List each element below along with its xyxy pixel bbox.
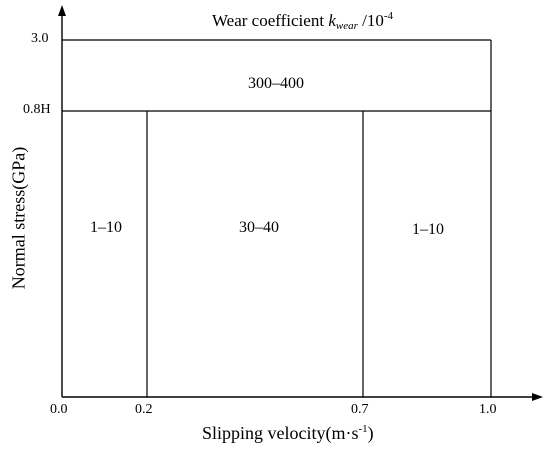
x-axis-title-exponent: -1 bbox=[358, 423, 368, 435]
x-axis-arrow bbox=[532, 393, 543, 401]
region-low-left: 1–10 bbox=[90, 219, 122, 236]
y-tick-08h: 0.8H bbox=[23, 102, 51, 117]
x-axis-title-close: ) bbox=[367, 423, 374, 443]
x-tick-02: 0.2 bbox=[135, 402, 153, 417]
x-tick-1: 1.0 bbox=[479, 402, 497, 417]
x-tick-07: 0.7 bbox=[351, 402, 369, 417]
wear-title-symbol: k bbox=[328, 11, 336, 30]
y-tick-3: 3.0 bbox=[31, 31, 49, 46]
x-axis-title: Slipping velocity(m·s-1) bbox=[202, 423, 374, 444]
region-high-stress: 300–400 bbox=[248, 75, 304, 92]
wear-coefficient-title: Wear coefficient kwear /10-4 bbox=[212, 10, 393, 32]
wear-title-unit: /10 bbox=[357, 11, 384, 30]
wear-title-subscript: wear bbox=[335, 20, 358, 32]
region-low-middle: 30–40 bbox=[239, 219, 279, 236]
y-axis-title: Normal stress(GPa) bbox=[8, 146, 29, 290]
x-tick-0: 0.0 bbox=[50, 402, 68, 417]
x-axis-title-main: Slipping velocity(m·s bbox=[202, 423, 359, 443]
wear-title-prefix: Wear coefficient bbox=[212, 11, 329, 30]
y-axis-arrow bbox=[58, 5, 66, 16]
wear-title-exponent: -4 bbox=[383, 10, 394, 22]
region-low-right: 1–10 bbox=[412, 221, 444, 238]
